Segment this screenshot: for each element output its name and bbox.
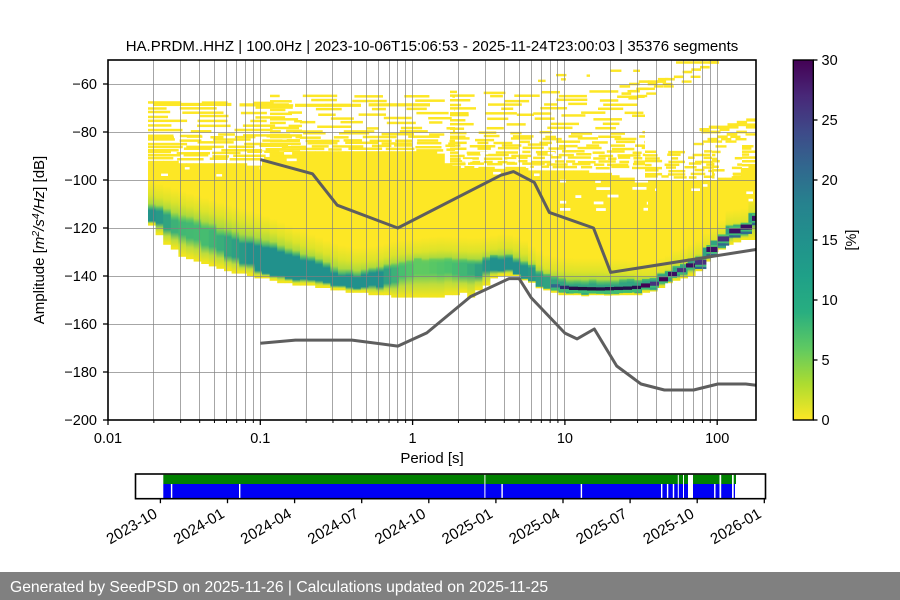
svg-text:HA.PRDM..HHZ | 100.0Hz | 2023-: HA.PRDM..HHZ | 100.0Hz | 2023-10-06T15:0… [126,38,739,55]
svg-text:−200: −200 [64,413,97,429]
svg-text:2025-01: 2025-01 [439,505,496,548]
svg-text:−160: −160 [64,317,97,333]
svg-text:100: 100 [705,431,729,447]
svg-text:10: 10 [557,431,573,447]
svg-text:2025-04: 2025-04 [506,505,563,548]
svg-text:2024-04: 2024-04 [238,505,295,548]
svg-text:10: 10 [822,293,838,309]
svg-text:−180: −180 [64,365,97,381]
svg-text:Generated by SeedPSD on 2025-1: Generated by SeedPSD on 2025-11-26 | Cal… [10,579,548,596]
svg-text:2023-10: 2023-10 [104,505,161,548]
svg-text:−120: −120 [64,221,97,237]
svg-text:−140: −140 [64,269,97,285]
svg-text:1: 1 [409,431,417,447]
svg-text:2024-07: 2024-07 [305,505,362,548]
svg-text:0.1: 0.1 [250,431,270,447]
svg-text:2025-07: 2025-07 [573,505,630,548]
svg-text:30: 30 [822,53,838,69]
svg-text:2024-01: 2024-01 [171,505,228,548]
svg-text:2026-01: 2026-01 [708,505,765,548]
svg-text:20: 20 [822,173,838,189]
svg-text:2024-10: 2024-10 [372,505,429,548]
svg-text:2025-10: 2025-10 [640,505,697,548]
svg-text:Period [s]: Period [s] [400,450,463,467]
svg-text:5: 5 [822,353,830,369]
svg-text:[%]: [%] [844,230,860,251]
svg-text:0: 0 [822,413,830,429]
svg-text:0.01: 0.01 [94,431,122,447]
svg-text:−60: −60 [72,77,97,93]
svg-text:15: 15 [822,233,838,249]
svg-text:Amplitude [m2/s4/Hz] [dB]: Amplitude [m2/s4/Hz] [dB] [30,156,48,324]
svg-text:25: 25 [822,113,838,129]
svg-text:−100: −100 [64,173,97,189]
svg-text:−80: −80 [72,125,97,141]
